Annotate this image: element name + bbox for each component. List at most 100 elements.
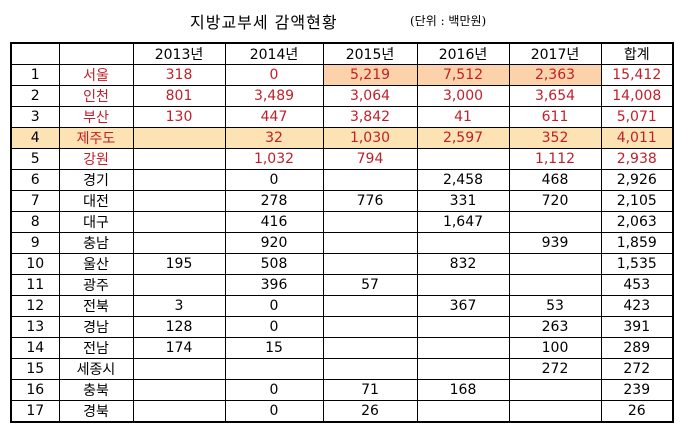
value-2013: 318 bbox=[132, 64, 226, 86]
region-name: 경북 bbox=[58, 400, 134, 423]
row-total: 239 bbox=[600, 379, 674, 401]
region-name: 경남 bbox=[58, 316, 134, 338]
value-2016: 1,647 bbox=[416, 211, 510, 233]
value-2016 bbox=[416, 400, 510, 423]
value-2017: 3,654 bbox=[508, 85, 602, 107]
row-number: 10 bbox=[10, 253, 60, 275]
region-name: 강원 bbox=[58, 148, 134, 170]
value-2016 bbox=[416, 148, 510, 170]
region-name: 부산 bbox=[58, 106, 134, 128]
row-number: 6 bbox=[10, 169, 60, 191]
value-2017: 100 bbox=[508, 337, 602, 359]
value-2013: 3 bbox=[132, 295, 226, 317]
value-2014: 3,489 bbox=[224, 85, 324, 107]
value-2013: 174 bbox=[132, 337, 226, 359]
table-row: 12 전북 3 0 367 53 423 bbox=[10, 295, 674, 317]
region-name: 전북 bbox=[58, 295, 134, 317]
row-number: 7 bbox=[10, 190, 60, 212]
value-2016 bbox=[416, 232, 510, 254]
value-2014: 416 bbox=[224, 211, 324, 233]
table-row: 5 강원 1,032 794 1,112 2,938 bbox=[10, 148, 674, 170]
table-row: 8 대구 416 1,647 2,063 bbox=[10, 211, 674, 233]
row-number: 11 bbox=[10, 274, 60, 296]
value-2016 bbox=[416, 274, 510, 296]
row-number: 16 bbox=[10, 379, 60, 401]
header-sum: 합계 bbox=[600, 42, 674, 65]
header-2014: 2014년 bbox=[224, 42, 324, 65]
value-2014: 508 bbox=[224, 253, 324, 275]
value-2016 bbox=[416, 337, 510, 359]
value-2017: 352 bbox=[508, 127, 602, 149]
row-number: 1 bbox=[10, 64, 60, 86]
header-2017: 2017년 bbox=[508, 42, 602, 65]
table-header-row: 2013년 2014년 2015년 2016년 2017년 합계 bbox=[10, 42, 674, 65]
value-2015 bbox=[322, 232, 418, 254]
value-2014: 0 bbox=[224, 316, 324, 338]
region-name: 울산 bbox=[58, 253, 134, 275]
value-2014: 1,032 bbox=[224, 148, 324, 170]
region-name: 충북 bbox=[58, 379, 134, 401]
value-2015: 1,030 bbox=[322, 127, 418, 149]
value-2016: 331 bbox=[416, 190, 510, 212]
value-2014: 0 bbox=[224, 400, 324, 423]
value-2017 bbox=[508, 253, 602, 275]
value-2015: 776 bbox=[322, 190, 418, 212]
value-2016: 367 bbox=[416, 295, 510, 317]
table-row: 6 경기 0 2,458 468 2,926 bbox=[10, 169, 674, 191]
row-number: 12 bbox=[10, 295, 60, 317]
value-2017: 939 bbox=[508, 232, 602, 254]
table-row: 15 세종시 272 272 bbox=[10, 358, 674, 380]
value-2016: 168 bbox=[416, 379, 510, 401]
value-2016 bbox=[416, 316, 510, 338]
value-2015 bbox=[322, 169, 418, 191]
value-2016: 7,512 bbox=[416, 64, 510, 86]
value-2017 bbox=[508, 211, 602, 233]
value-2013: 801 bbox=[132, 85, 226, 107]
value-2016: 3,000 bbox=[416, 85, 510, 107]
value-2015: 5,219 bbox=[322, 64, 418, 86]
row-total: 453 bbox=[600, 274, 674, 296]
row-total: 289 bbox=[600, 337, 674, 359]
value-2013 bbox=[132, 400, 226, 423]
value-2017: 2,363 bbox=[508, 64, 602, 86]
value-2017: 263 bbox=[508, 316, 602, 338]
header-2016: 2016년 bbox=[416, 42, 510, 65]
value-2017 bbox=[508, 274, 602, 296]
header-region bbox=[58, 42, 134, 65]
table-row: 17 경북 0 26 26 bbox=[10, 400, 674, 423]
value-2016: 2,458 bbox=[416, 169, 510, 191]
value-2015: 794 bbox=[322, 148, 418, 170]
value-2013 bbox=[132, 379, 226, 401]
value-2013 bbox=[132, 211, 226, 233]
value-2014: 32 bbox=[224, 127, 324, 149]
region-name: 광주 bbox=[58, 274, 134, 296]
value-2015 bbox=[322, 316, 418, 338]
table-row: 7 대전 278 776 331 720 2,105 bbox=[10, 190, 674, 212]
value-2015 bbox=[322, 211, 418, 233]
row-total: 272 bbox=[600, 358, 674, 380]
value-2013 bbox=[132, 232, 226, 254]
page-title: 지방교부세 감액현황 bbox=[190, 13, 338, 32]
value-2017 bbox=[508, 400, 602, 423]
value-2014: 920 bbox=[224, 232, 324, 254]
table-row: 4 제주도 32 1,030 2,597 352 4,011 bbox=[10, 127, 674, 149]
row-total: 5,071 bbox=[600, 106, 674, 128]
value-2014: 0 bbox=[224, 295, 324, 317]
row-number: 2 bbox=[10, 85, 60, 107]
value-2017: 1,112 bbox=[508, 148, 602, 170]
region-name: 제주도 bbox=[58, 127, 134, 149]
row-total: 1,859 bbox=[600, 232, 674, 254]
row-number: 9 bbox=[10, 232, 60, 254]
table-row: 3 부산 130 447 3,842 41 611 5,071 bbox=[10, 106, 674, 128]
value-2015: 71 bbox=[322, 379, 418, 401]
value-2016: 41 bbox=[416, 106, 510, 128]
table-row: 16 충북 0 71 168 239 bbox=[10, 379, 674, 401]
value-2013: 130 bbox=[132, 106, 226, 128]
value-2016: 832 bbox=[416, 253, 510, 275]
unit-label: (단위 : 백만원) bbox=[410, 14, 487, 28]
value-2015 bbox=[322, 337, 418, 359]
row-number: 5 bbox=[10, 148, 60, 170]
value-2013 bbox=[132, 358, 226, 380]
table-row: 1 서울 318 0 5,219 7,512 2,363 15,412 bbox=[10, 64, 674, 86]
value-2017: 272 bbox=[508, 358, 602, 380]
